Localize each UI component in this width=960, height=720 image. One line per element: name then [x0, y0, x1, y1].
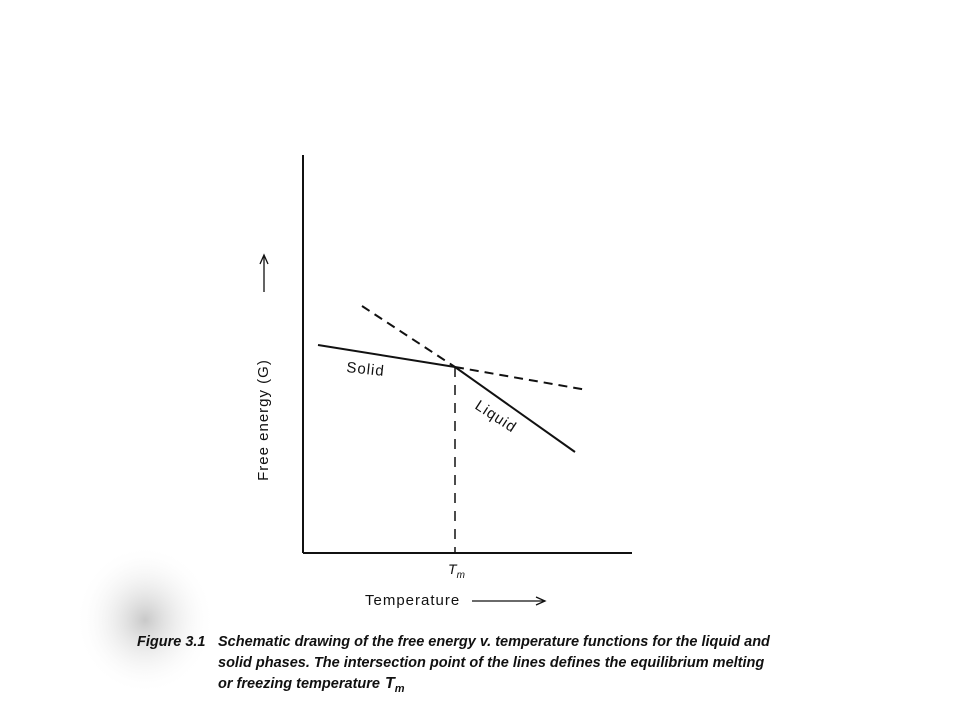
caption-label: Figure 3.1: [137, 634, 206, 650]
solid-extension: [454, 366, 588, 391]
x-axis-label: Temperature: [365, 592, 460, 609]
caption-line: solid phases. The intersection point of …: [218, 655, 764, 671]
solid-line: [317, 344, 456, 368]
tm-symbol: T: [448, 561, 458, 577]
y-arrow-head: [259, 253, 269, 265]
caption-subscript: m: [395, 683, 405, 695]
caption-line: Schematic drawing of the free energy v. …: [218, 634, 771, 650]
scan-smudge: [75, 545, 215, 695]
caption-line: or freezing temperature Tm: [218, 675, 405, 695]
y-axis-label: Free energy (G): [255, 359, 272, 481]
solid-label: Solid: [346, 359, 386, 380]
liquid-label: Liquid: [472, 397, 520, 436]
tm-subscript: m: [457, 570, 465, 581]
caption-text: or freezing temperature: [218, 676, 380, 692]
tm-tick-label: Tm: [448, 561, 465, 581]
x-arrow-head: [535, 596, 547, 606]
caption-symbol: T: [385, 675, 396, 692]
liquid-extension: [361, 305, 456, 368]
liquid-line: [454, 366, 576, 453]
